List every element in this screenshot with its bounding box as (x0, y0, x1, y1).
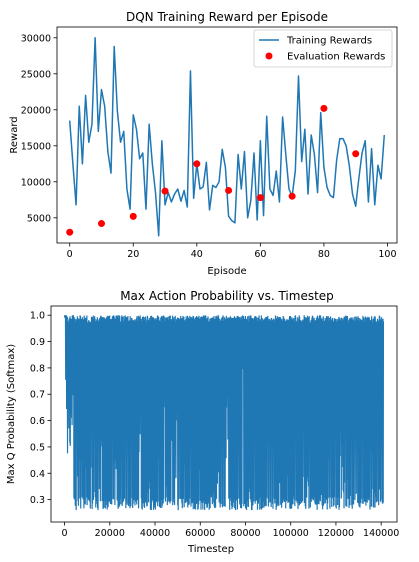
chart2-x-tick-label: 60000 (185, 528, 215, 539)
legend-evaluation-label: Evaluation Rewards (287, 52, 385, 63)
chart1-axes-frame (56, 26, 398, 244)
chart2-x-ticks: 0 20000 40000 60000 80000 100000 120000 140000 (62, 522, 399, 539)
chart1-x-tick-label: 80 (318, 249, 330, 260)
chart2-title: Max Action Probability vs. Timestep (120, 289, 334, 303)
chart1-y-tick-label: 30000 (21, 33, 51, 44)
evaluation-reward-point (320, 104, 328, 112)
chart2-y-tick-label: 0.3 (30, 495, 45, 506)
chart1-x-tick-label: 100 (378, 249, 396, 260)
chart2-axes-frame (50, 305, 398, 523)
evaluation-reward-point (161, 187, 169, 195)
legend-training-label: Training Rewards (286, 36, 372, 47)
legend-box (253, 29, 393, 68)
chart1-x-tick-label: 0 (67, 249, 73, 260)
chart2-x-tick-label: 0 (62, 528, 68, 539)
chart2-x-tick-label: 140000 (363, 528, 399, 539)
chart1-x-axis-label: Episode (207, 266, 246, 277)
chart1-legend: Training Rewards Evaluation Rewards (253, 29, 393, 68)
chart2-y-axis-label: Max Q Probability (Softmax) (6, 344, 17, 484)
chart1-y-axis-label: Reward (9, 116, 20, 153)
chart2-y-ticks: 0.3 0.4 0.5 0.6 0.7 0.8 0.9 1.0 (30, 311, 51, 506)
chart2-plot-area (63, 315, 385, 511)
chart2-y-tick-label: 0.6 (30, 416, 45, 427)
chart1-y-tick-label: 10000 (21, 177, 51, 188)
chart2-y-tick-label: 0.7 (30, 390, 45, 401)
chart1-x-tick-label: 60 (254, 249, 266, 260)
chart2-y-tick-label: 0.4 (30, 469, 45, 480)
chart1-y-ticks: 5000 10000 15000 20000 25000 30000 (21, 33, 57, 224)
chart1-y-tick-label: 25000 (21, 69, 51, 80)
evaluation-reward-point (352, 150, 360, 158)
chart1-y-tick-label: 20000 (21, 105, 51, 116)
chart1-title: DQN Training Reward per Episode (126, 10, 328, 24)
chart1-y-tick-label: 15000 (21, 141, 51, 152)
chart2-x-axis-label: Timestep (187, 544, 234, 555)
chart1-y-tick-label: 5000 (27, 213, 51, 224)
chart2-y-tick-label: 0.9 (30, 337, 45, 348)
chart2-y-tick-label: 1.0 (30, 311, 45, 322)
evaluation-reward-point (193, 160, 201, 168)
chart1-x-tick-label: 20 (127, 249, 139, 260)
evaluation-reward-point (97, 220, 105, 228)
chart2-y-tick-label: 0.5 (30, 442, 45, 453)
evaluation-reward-point (225, 186, 233, 194)
chart2-x-tick-label: 40000 (140, 528, 170, 539)
chart2-x-tick-label: 80000 (230, 528, 260, 539)
chart1-x-tick-label: 40 (191, 249, 203, 260)
chart2-x-tick-label: 20000 (95, 528, 125, 539)
evaluation-reward-point (129, 212, 137, 220)
legend-evaluation-swatch (265, 52, 273, 60)
chart2-y-tick-label: 0.8 (30, 363, 45, 374)
evaluation-reward-point (288, 192, 296, 200)
chart-max-action-probability: Max Action Probability vs. Timestep 0 200… (6, 289, 399, 555)
chart1-plot-area (66, 37, 386, 237)
chart2-x-tick-label: 100000 (273, 528, 309, 539)
chart2-x-tick-label: 120000 (318, 528, 354, 539)
series-max-q-probability-line (63, 315, 385, 511)
evaluation-reward-point (256, 194, 264, 202)
chart1-x-ticks: 0 20 40 60 80 100 (67, 243, 397, 260)
chart-training-reward: DQN Training Reward per Episode 0 20 40 60 8… (9, 10, 398, 277)
evaluation-reward-point (66, 228, 74, 236)
